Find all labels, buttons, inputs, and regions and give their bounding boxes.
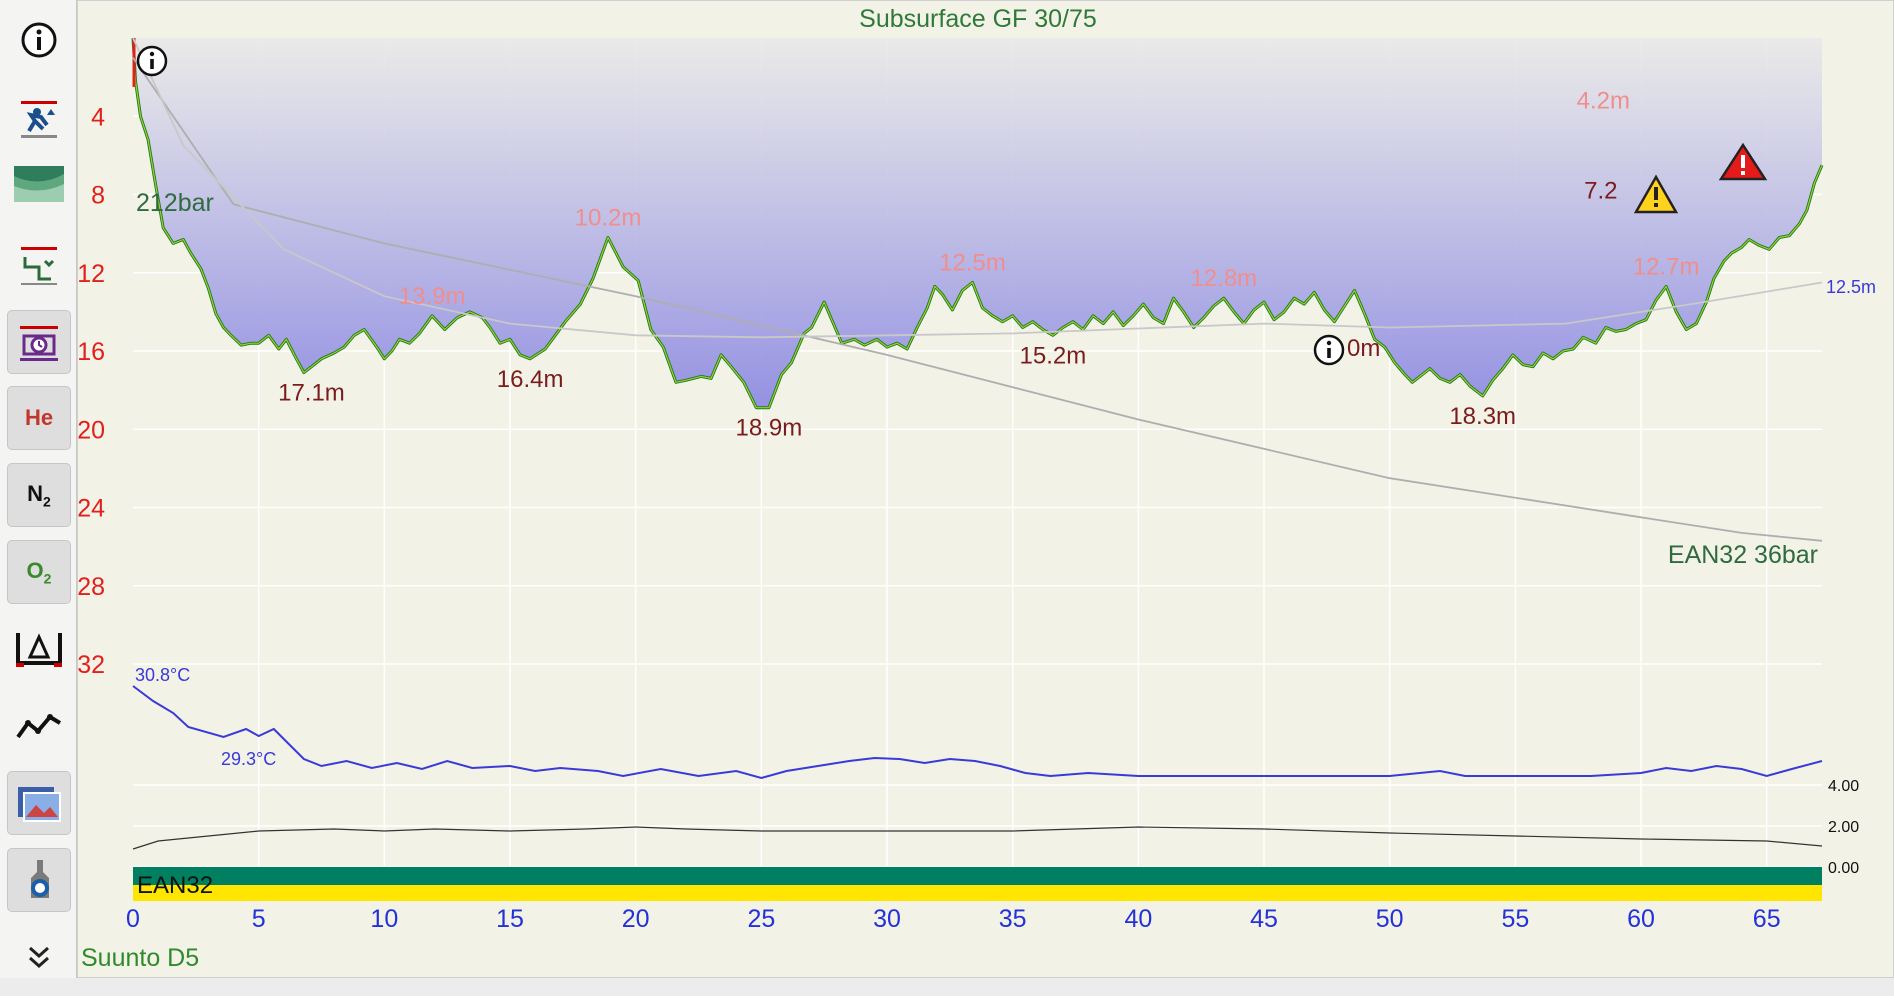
oxygen-icon: O2: [26, 557, 52, 587]
ascent-label: 7.2: [1584, 177, 1617, 204]
double-chevron-down-icon: [24, 942, 54, 972]
x-tick-label: 40: [1124, 905, 1152, 933]
y-tick-label: 16: [78, 338, 105, 366]
info-icon: [19, 20, 59, 60]
tissues-button[interactable]: [7, 152, 71, 216]
deco-clock-icon: [16, 320, 62, 364]
x-tick-label: 65: [1753, 905, 1781, 933]
tank-pressure-line: [132, 57, 1823, 542]
gas-bar-stripe: [133, 885, 1822, 901]
depth-label: 12.7m: [1633, 253, 1700, 280]
depth-area: [131, 37, 1824, 410]
zero-depth-label: 0m: [1347, 335, 1380, 362]
photos-icon: [16, 783, 62, 823]
temperature-start-label: 30.8°C: [135, 665, 190, 685]
depth-label: 16.4m: [497, 366, 564, 393]
violation-event-marker[interactable]: [1718, 142, 1768, 181]
mean-depth-line: [132, 37, 1823, 339]
dive-profile-chart[interactable]: 17.1m 13.9m 16.4m 10.2m 18.9m 12.5m 15.2m 12.8m…: [78, 1, 1894, 979]
x-tick-label: 5: [252, 905, 266, 933]
status-strip: [0, 978, 1894, 996]
ppo2-line: [132, 826, 1823, 850]
y-tick-label: 4: [91, 103, 105, 131]
x-tick-label: 50: [1376, 905, 1404, 933]
diver-ascent-icon: [17, 95, 61, 139]
y-tick-label: 8: [91, 182, 105, 210]
x-tick-label: 20: [622, 905, 650, 933]
y-tick-label: 32: [78, 651, 105, 679]
event-markers: [136, 45, 1768, 366]
chart-lines: [132, 37, 1823, 850]
heartrate-button[interactable]: [7, 848, 71, 912]
warning-event-marker[interactable]: [1633, 174, 1679, 214]
x-tick-label: 25: [747, 905, 775, 933]
dive-profile-widget[interactable]: 17.1m 13.9m 16.4m 10.2m 18.9m 12.5m 15.2m 12.8m…: [77, 0, 1894, 978]
tissue-heatmap-icon: [14, 166, 64, 202]
y-tick-label: 12: [78, 260, 105, 288]
x-tick-label: 30: [873, 905, 901, 933]
ppo2-tick-label: 0.00: [1828, 860, 1859, 877]
calculated-ceiling-icon: [17, 243, 61, 287]
depth-line-highlight: [132, 37, 1823, 409]
more-button[interactable]: [7, 925, 71, 989]
x-tick-label: 15: [496, 905, 524, 933]
x-tick-label: 10: [370, 905, 398, 933]
nitrogen-icon: N2: [27, 480, 51, 510]
x-tick-label: 0: [126, 905, 140, 933]
depth-label: 18.3m: [1449, 403, 1516, 430]
depth-label: 15.2m: [1020, 342, 1087, 369]
temperature-min-label: 29.3°C: [221, 749, 276, 769]
tank-pressure-start-label: 212bar: [136, 189, 214, 217]
dive-computer-icon: [19, 858, 59, 902]
x-tick-label: 35: [999, 905, 1027, 933]
chart-axes: 0 5 10 15 20 25 30 35 40 45 50 55 60 65 4 8 12 16 20 24 28 32: [78, 103, 1781, 933]
info-button[interactable]: [7, 8, 71, 72]
depth-label: 12.5m: [939, 250, 1006, 277]
y-tick-label: 20: [78, 416, 105, 444]
gas-bar-label: EAN32: [137, 872, 213, 899]
y-tick-label: 28: [78, 573, 105, 601]
x-tick-label: 55: [1501, 905, 1529, 933]
chart-labels: 17.1m 13.9m 16.4m 10.2m 18.9m 12.5m 15.2m 12.8m…: [135, 87, 1876, 877]
calc-ceiling-button[interactable]: [7, 233, 71, 297]
depth-fill: [133, 38, 1822, 408]
ppo2-tick-label: 2.00: [1828, 819, 1859, 836]
ppo2-tick-label: 4.00: [1828, 778, 1859, 795]
plot-title: Subsurface GF 30/75: [859, 5, 1097, 33]
profile-toolbar: He N2 O2: [0, 0, 77, 996]
mean-depth-label: 12.5m: [1826, 277, 1876, 297]
info-event-marker-gaschange[interactable]: [1313, 334, 1345, 366]
temperature-line: [132, 685, 1823, 780]
y-tick-label: 24: [78, 495, 105, 523]
ruler-button[interactable]: [7, 617, 71, 681]
depth-label: 12.8m: [1190, 265, 1257, 292]
helium-icon: He: [24, 405, 54, 430]
depth-label: 13.9m: [399, 283, 466, 310]
x-tick-label: 45: [1250, 905, 1278, 933]
depth-label: 17.1m: [278, 380, 345, 407]
x-tick-label: 60: [1627, 905, 1655, 933]
line-graph-icon: [16, 711, 62, 741]
depth-label: 10.2m: [575, 205, 642, 232]
info-event-marker-start[interactable]: [136, 45, 168, 77]
depth-label: 18.9m: [736, 415, 803, 442]
he-graph-button[interactable]: He: [7, 386, 71, 450]
tank-pressure-end-label: EAN32 36bar: [1668, 541, 1818, 569]
o2-graph-button[interactable]: O2: [7, 540, 71, 604]
photos-button[interactable]: [7, 771, 71, 835]
gas-bar: [133, 867, 1822, 885]
n2-graph-button[interactable]: N2: [7, 463, 71, 527]
ruler-delta-icon: [14, 629, 64, 669]
deco-time-button[interactable]: [7, 310, 71, 374]
dive-computer-label: Suunto D5: [81, 944, 199, 972]
ceiling-button[interactable]: [7, 85, 71, 149]
ascent-label: 4.2m: [1577, 87, 1630, 114]
scale-graph-button[interactable]: [7, 694, 71, 758]
